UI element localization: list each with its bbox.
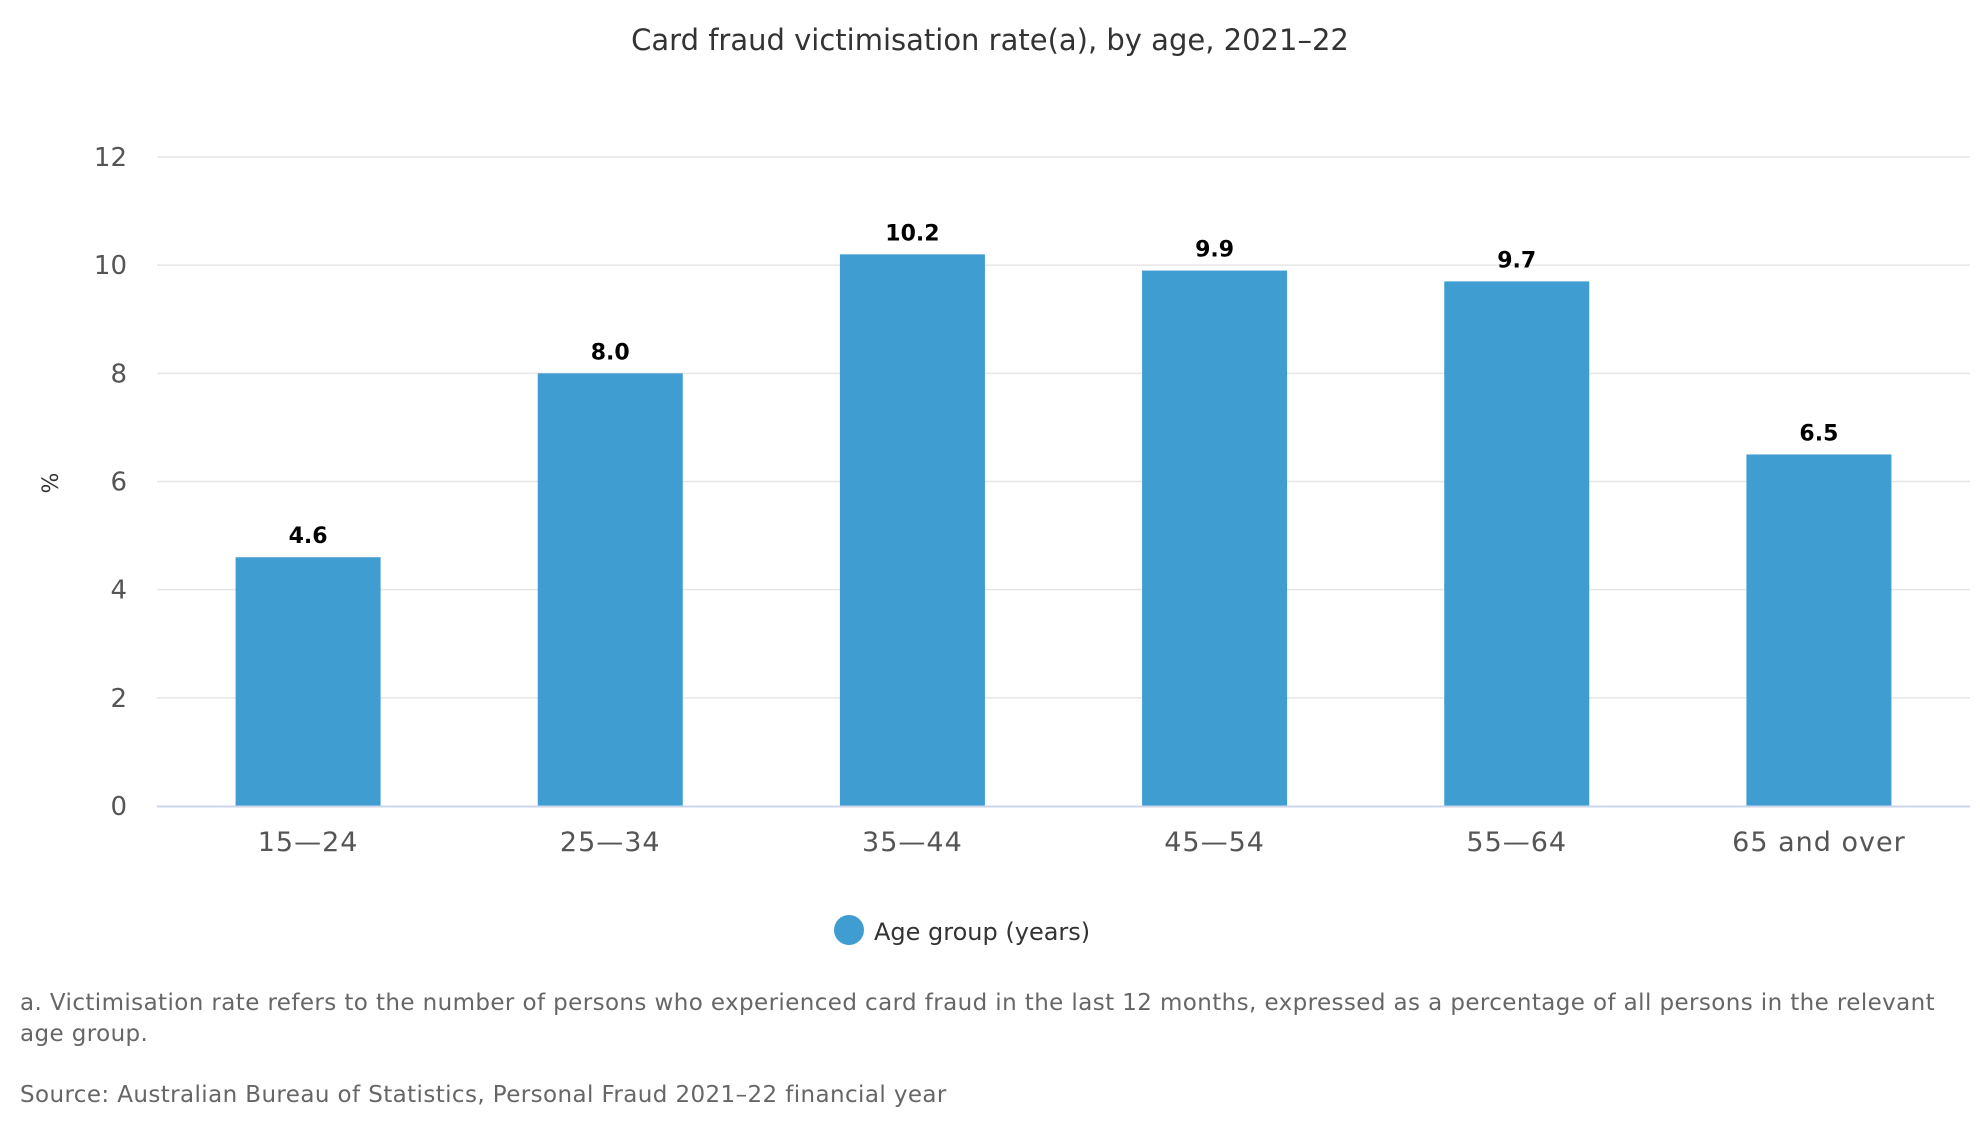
x-tick-label: 45—54	[1164, 827, 1265, 858]
y-axis-ticks: 0 2 4 6 8 10 12	[94, 143, 127, 822]
bar	[1746, 454, 1892, 806]
y-tick-label: 12	[94, 143, 127, 173]
data-label: 6.5	[1799, 421, 1838, 446]
data-label: 10.2	[885, 221, 939, 246]
data-label: 9.7	[1497, 248, 1536, 273]
x-tick-label: 65 and over	[1732, 827, 1906, 858]
y-tick-label: 2	[110, 684, 127, 714]
y-tick-label: 6	[110, 468, 127, 498]
y-tick-label: 0	[110, 792, 127, 822]
chart-title: Card fraud victimisation rate(a), by age…	[631, 23, 1349, 57]
y-tick-label: 4	[110, 576, 127, 606]
data-labels: 4.6 8.0 10.2 9.9 9.7 6.5	[289, 221, 1839, 549]
legend-swatch	[834, 915, 864, 945]
bar	[839, 254, 985, 807]
legend-item-label: Age group (years)	[874, 918, 1090, 946]
x-tick-label: 15—24	[258, 827, 359, 858]
x-tick-label: 25—34	[560, 827, 661, 858]
x-tick-label: 35—44	[862, 827, 963, 858]
bar	[537, 373, 683, 806]
source-note: Source: Australian Bureau of Statistics,…	[20, 1082, 947, 1108]
bar	[235, 557, 381, 806]
legend[interactable]: Age group (years)	[834, 915, 1090, 946]
data-label: 8.0	[591, 340, 630, 365]
x-tick-label: 55—64	[1466, 827, 1567, 858]
bars	[235, 254, 1892, 807]
footnote: a. Victimisation rate refers to the numb…	[20, 990, 1936, 1047]
y-tick-label: 8	[110, 359, 127, 389]
data-label: 4.6	[289, 524, 328, 549]
y-tick-label: 10	[94, 251, 127, 281]
bar	[1142, 270, 1288, 806]
data-label: 9.9	[1195, 238, 1234, 263]
bar	[1444, 281, 1590, 806]
gridlines	[157, 156, 1970, 699]
y-axis-label: %	[39, 473, 64, 494]
x-axis-ticks: 15—24 25—34 35—44 45—54 55—64 65 and over	[258, 827, 1906, 858]
